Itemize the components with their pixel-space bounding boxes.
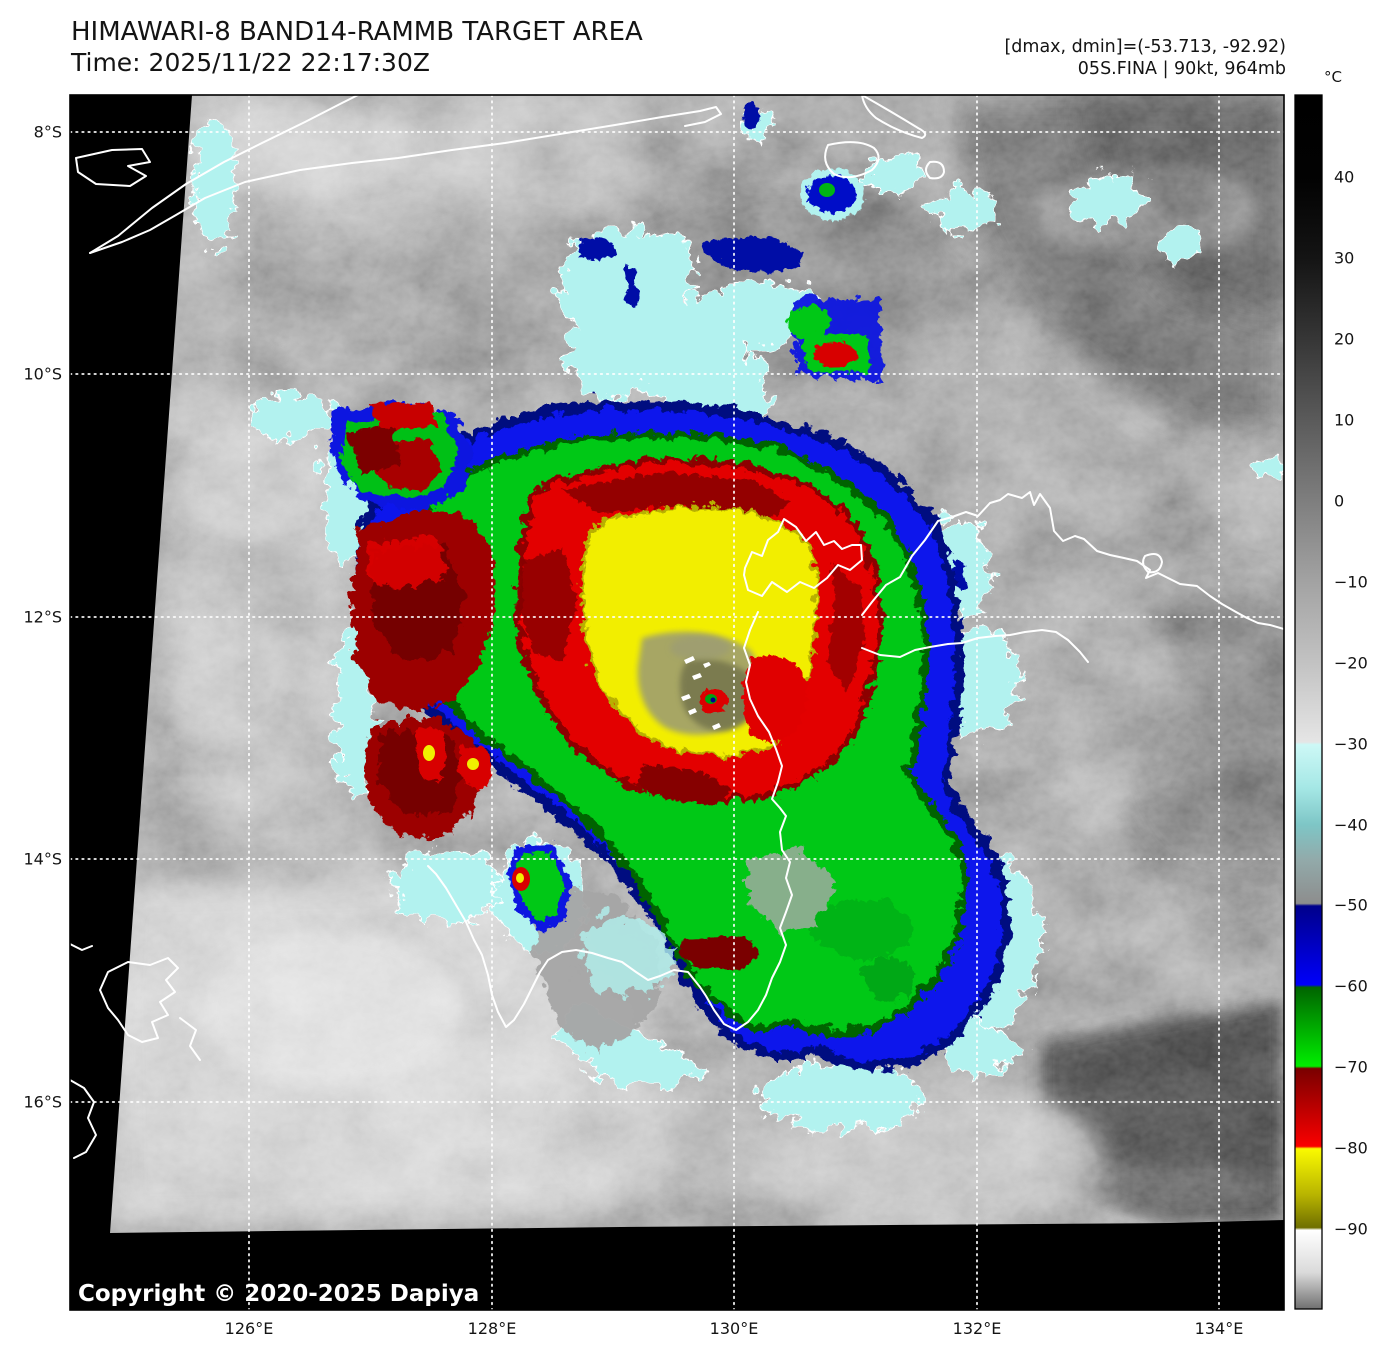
kimberley-coast-fragment-3 bbox=[179, 1017, 201, 1061]
colorbar-unit-label: °C bbox=[1324, 68, 1342, 86]
cbar-tick-40: 40 bbox=[1334, 168, 1354, 187]
lat-label-14s: 14°S bbox=[23, 850, 62, 869]
cbar-tick-m70: −70 bbox=[1334, 1058, 1368, 1077]
navy-cloud-streaks bbox=[575, 101, 966, 588]
nt-west-coastline bbox=[427, 611, 793, 1031]
lat-label-10s: 10°S bbox=[23, 365, 62, 384]
lon-label-130e: 130°E bbox=[710, 1319, 759, 1338]
graticule-layer bbox=[70, 95, 1284, 1310]
maroon-se-arc bbox=[676, 933, 758, 967]
wetar-island-coastline bbox=[824, 141, 880, 179]
cbar-tick-m60: −60 bbox=[1334, 977, 1368, 996]
colorbar-tick-labels: 40 30 20 10 0 −10 −20 −30 −40 −50 −60 −7… bbox=[1334, 168, 1368, 1239]
copyright-label: Copyright © 2020-2025 Dapiya bbox=[78, 1281, 479, 1307]
lat-label-12s: 12°S bbox=[23, 608, 62, 627]
island-arc-coastline bbox=[861, 95, 927, 139]
cbar-tick-10: 10 bbox=[1334, 411, 1354, 430]
red-east-of-eye bbox=[739, 653, 806, 741]
lon-label-126e: 126°E bbox=[225, 1319, 274, 1338]
cloud-imagery-layer bbox=[110, 95, 1284, 1233]
figure-title: HIMAWARI-8 BAND14-RAMMB TARGET AREA bbox=[71, 17, 643, 47]
kimberley-coast-fragment-2 bbox=[70, 943, 93, 951]
rote-island-coastline bbox=[75, 148, 151, 187]
se-green-patch bbox=[810, 895, 910, 955]
cbar-tick-m20: −20 bbox=[1334, 654, 1368, 673]
cbar-tick-30: 30 bbox=[1334, 249, 1354, 268]
cbar-tick-m30: −30 bbox=[1334, 735, 1368, 754]
colorbar-gradient bbox=[1294, 94, 1323, 1310]
tiwi-islands-coastline bbox=[743, 518, 863, 597]
white-specks bbox=[681, 656, 721, 730]
axis-labels: 8°S 10°S 12°S 14°S 16°S 126°E 128°E 130°… bbox=[23, 123, 1243, 1339]
lon-label-132e: 132°E bbox=[953, 1319, 1002, 1338]
nt-north-coastline bbox=[861, 491, 1284, 630]
lon-label-134e: 134°E bbox=[1195, 1319, 1244, 1338]
plot-area: Copyright © 2020-2025 Dapiya bbox=[70, 95, 1284, 1310]
cbar-tick-m90: −90 bbox=[1334, 1220, 1368, 1239]
dry-slot-2 bbox=[745, 845, 830, 930]
colorbar: 40 30 20 10 0 −10 −20 −30 −40 −50 −60 −7… bbox=[1294, 94, 1368, 1310]
lat-label-16s: 16°S bbox=[23, 1093, 62, 1112]
lat-label-8s: 8°S bbox=[34, 123, 62, 142]
figure-time: Time: 2025/11/22 22:17:30Z bbox=[70, 48, 430, 77]
cbar-tick-m80: −80 bbox=[1334, 1139, 1368, 1158]
cbar-tick-m40: −40 bbox=[1334, 816, 1368, 835]
nt-small-island-coastline bbox=[1142, 553, 1163, 574]
cbar-tick-m50: −50 bbox=[1334, 896, 1368, 915]
coastline-layer bbox=[70, 95, 1284, 1159]
cbar-tick-0: 0 bbox=[1334, 492, 1344, 511]
small-red-cells bbox=[412, 724, 490, 788]
cbar-tick-m10: −10 bbox=[1334, 573, 1368, 592]
storm-eye bbox=[697, 687, 725, 711]
lon-label-128e: 128°E bbox=[468, 1319, 517, 1338]
north-cells bbox=[784, 166, 880, 378]
outlying-cells bbox=[326, 166, 880, 930]
plot-frame bbox=[69, 94, 1285, 1311]
timor-north-coastline bbox=[89, 95, 359, 254]
dmax-dmin-label: [dmax, dmin]=(-53.713, -92.92) bbox=[1004, 37, 1286, 57]
storm-info-label: 05S.FINA | 90kt, 964mb bbox=[1078, 59, 1286, 79]
van-diemen-gulf-coastline bbox=[861, 629, 1089, 663]
tiny-island-coastline bbox=[925, 160, 945, 180]
timor-south-coastline bbox=[89, 106, 722, 254]
kimberley-coast-fragment-1 bbox=[70, 1079, 97, 1159]
south-cell bbox=[505, 842, 570, 930]
kimberley-islands-coastline bbox=[99, 957, 179, 1043]
cbar-tick-20: 20 bbox=[1334, 330, 1354, 349]
storm-cold-cloud-shield bbox=[348, 397, 1007, 1067]
